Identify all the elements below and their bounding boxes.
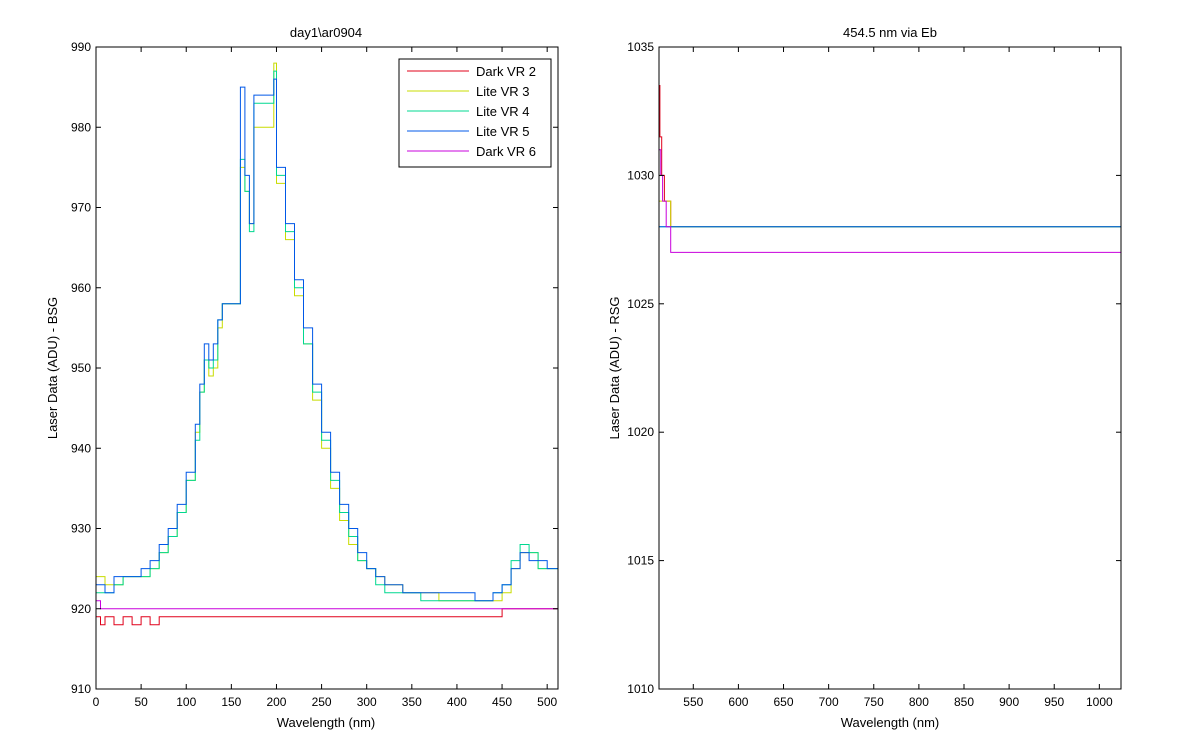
right-y-tick-label: 1025 [627, 297, 654, 311]
left-x-tick-label: 250 [312, 695, 332, 709]
right-chart-panel: 454.5 nm via Eb Wavelength (nm) Laser Da… [607, 25, 1122, 730]
right-x-tick-label: 800 [909, 695, 929, 709]
left-x-tick-label: 350 [402, 695, 422, 709]
right-y-tick-label: 1035 [627, 40, 654, 54]
legend-entry-label: Dark VR 6 [476, 144, 536, 159]
left-series-line-1 [96, 608, 558, 626]
left-x-tick-label: 0 [93, 695, 100, 709]
left-chart-title: day1\ar0904 [290, 25, 362, 40]
left-x-tick-label: 50 [134, 695, 148, 709]
right-y-tick-label: 1010 [627, 682, 654, 696]
left-y-tick-label: 930 [71, 522, 91, 536]
left-y-tick-label: 940 [71, 441, 91, 455]
legend-box [398, 58, 552, 168]
left-y-tick-label: 920 [71, 602, 91, 616]
right-y-tick-label: 1015 [627, 554, 654, 568]
legend-entry-label: Lite VR 4 [476, 104, 529, 119]
left-x-tick-label: 300 [357, 695, 377, 709]
left-y-tick-label: 950 [71, 361, 91, 375]
right-x-tick-label: 550 [683, 695, 703, 709]
left-chart-panel: day1\ar0904 Wavelength (nm) Laser Data (… [45, 25, 559, 730]
right-x-tick-label: 750 [864, 695, 884, 709]
right-series-line-5 [659, 149, 1121, 253]
legend: Dark VR 2 Lite VR 3 Lite VR 4 Lite VR 5 Dark… [398, 58, 552, 168]
right-x-tick-label: 950 [1044, 695, 1064, 709]
left-x-tick-label: 150 [221, 695, 241, 709]
right-x-tick-label: 850 [954, 695, 974, 709]
right-y-tick-label: 1020 [627, 425, 654, 439]
left-x-axis-label: Wavelength (nm) [277, 715, 376, 730]
right-x-axis-label: Wavelength (nm) [841, 715, 940, 730]
right-x-tick-label: 650 [774, 695, 794, 709]
right-x-tick-label: 1000 [1086, 695, 1113, 709]
left-x-tick-label: 500 [537, 695, 557, 709]
left-x-tick-label: 200 [266, 695, 286, 709]
left-y-axis-label: Laser Data (ADU) - BSG [45, 297, 60, 439]
left-series-line-5 [96, 600, 558, 610]
left-series-line-4 [96, 78, 558, 602]
right-axes-box [658, 46, 1122, 690]
left-x-tick-label: 450 [492, 695, 512, 709]
legend-entry-label: Lite VR 3 [476, 84, 529, 99]
left-y-tick-label: 990 [71, 40, 91, 54]
left-x-tick-label: 400 [447, 695, 467, 709]
left-y-tick-label: 970 [71, 201, 91, 215]
left-y-tick-label: 980 [71, 120, 91, 134]
right-y-tick-label: 1030 [627, 168, 654, 182]
legend-entry-label: Dark VR 2 [476, 64, 536, 79]
left-y-tick-label: 910 [71, 682, 91, 696]
right-y-axis-label: Laser Data (ADU) - RSG [607, 296, 622, 439]
right-chart-title: 454.5 nm via Eb [843, 25, 937, 40]
left-y-tick-label: 960 [71, 281, 91, 295]
right-x-tick-label: 700 [819, 695, 839, 709]
right-x-tick-label: 600 [728, 695, 748, 709]
legend-entry-label: Lite VR 5 [476, 124, 529, 139]
left-series-group [96, 62, 558, 626]
right-x-tick-label: 900 [999, 695, 1019, 709]
left-x-tick-label: 100 [176, 695, 196, 709]
